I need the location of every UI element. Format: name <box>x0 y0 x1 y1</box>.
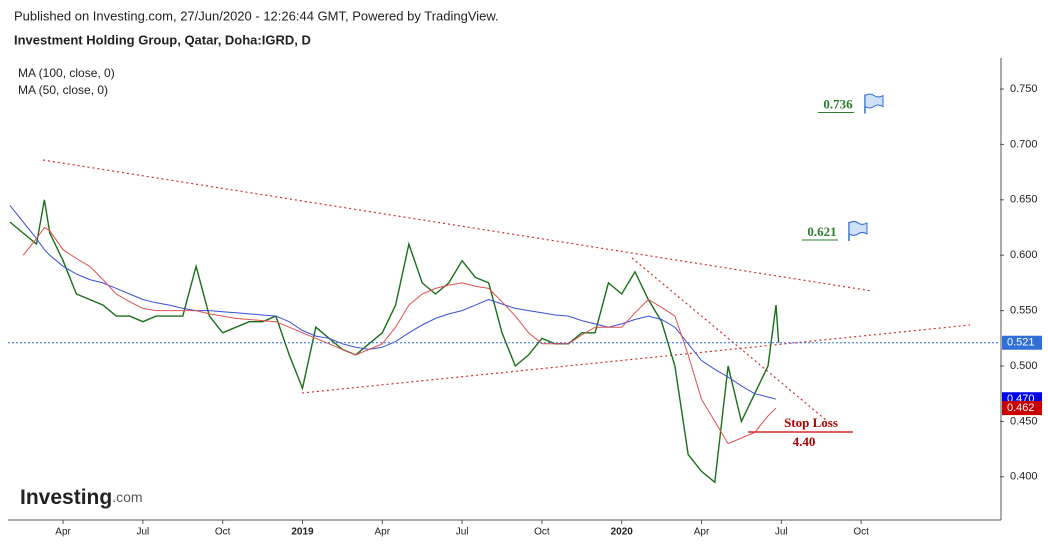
chart-title: Investment Holding Group, Qatar, Doha:IG… <box>14 32 311 47</box>
y-tick-label: 0.500 <box>1010 360 1038 372</box>
trendline <box>631 257 827 421</box>
x-tick-label: Apr <box>375 527 391 538</box>
stop-loss-title: Stop Loss <box>784 415 838 430</box>
moving-average <box>22 226 777 445</box>
moving-average <box>9 205 777 400</box>
logo: Investing.com <box>20 486 143 509</box>
x-tick-label: Jul <box>456 527 469 538</box>
y-tick-label: 0.750 <box>1010 83 1038 95</box>
target-label: 0.621 <box>807 224 836 239</box>
x-tick-label: Oct <box>853 527 869 538</box>
y-tick-label: 0.550 <box>1010 305 1038 317</box>
y-tick-label: 0.700 <box>1010 138 1038 150</box>
x-tick-label: Apr <box>55 527 71 538</box>
trendline <box>42 159 873 292</box>
legend-entry: MA (50, close, 0) <box>18 83 108 97</box>
price-tag-label: 0.462 <box>1007 402 1035 414</box>
trendlines <box>42 159 971 421</box>
y-tick-label: 0.450 <box>1010 415 1038 427</box>
y-tick-label: 0.600 <box>1010 249 1038 261</box>
price-tag <box>1002 401 1042 416</box>
x-tick-label: Oct <box>215 527 231 538</box>
target-label: 0.736 <box>823 97 853 112</box>
source-note: Published on Investing.com, 27/Jun/2020 … <box>14 8 499 23</box>
price-tag-label: 0.521 <box>1007 337 1035 349</box>
stop-loss-text: 4.40 <box>793 434 816 449</box>
legend-entry: MA (100, close, 0) <box>18 66 115 80</box>
y-tick-label: 0.400 <box>1010 471 1038 483</box>
logo-suffix: .com <box>112 489 142 505</box>
price-tag <box>1002 335 1042 350</box>
x-tick-label: Apr <box>694 527 710 538</box>
x-tick-label: Jul <box>775 527 788 538</box>
x-tick-label: Jul <box>136 527 149 538</box>
price-line <box>9 199 780 484</box>
trendline <box>301 324 971 394</box>
x-tick-label: 2019 <box>291 527 314 538</box>
flag <box>864 93 884 109</box>
x-tick-label: Oct <box>534 527 550 538</box>
flag <box>848 220 868 236</box>
y-tick-label: 0.650 <box>1010 194 1038 206</box>
x-tick-label: 2020 <box>611 527 634 538</box>
logo-main: Investing <box>20 486 112 509</box>
